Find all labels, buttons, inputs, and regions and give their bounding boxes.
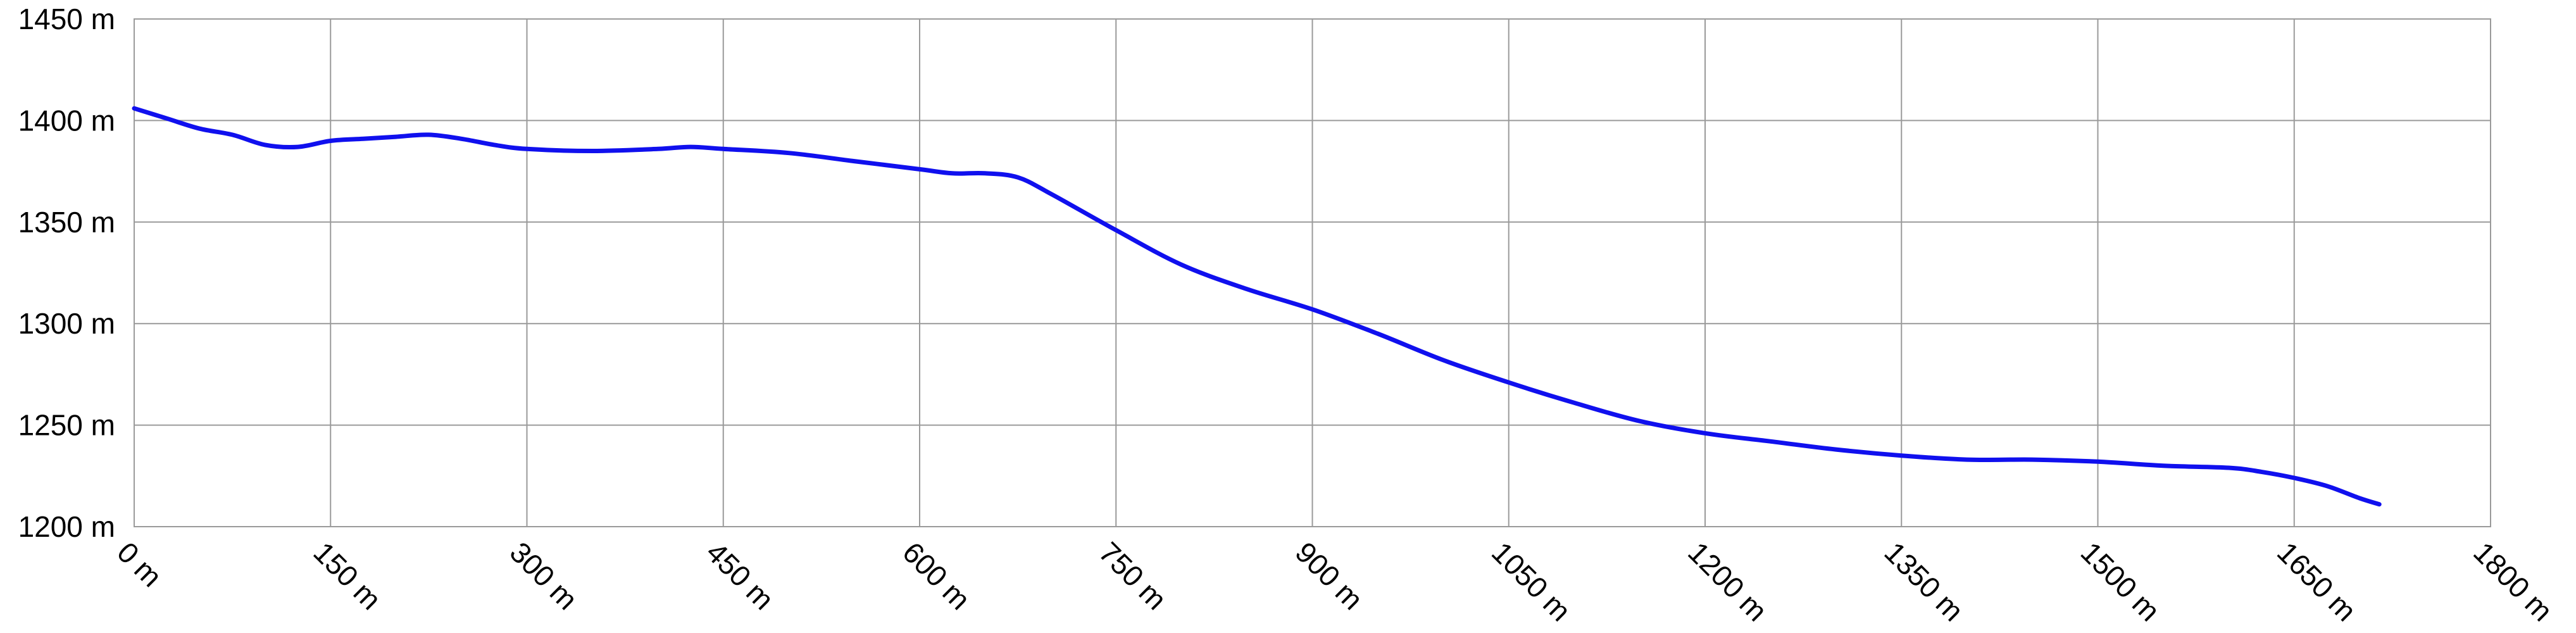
- x-tick-label: 1650 m: [2271, 536, 2363, 627]
- y-tick-label: 1300 m: [18, 307, 115, 340]
- y-tick-label: 1450 m: [18, 3, 115, 35]
- x-tick-label: 450 m: [700, 536, 780, 616]
- x-tick-label: 0 m: [111, 536, 168, 593]
- series-area: [132, 106, 2382, 507]
- x-tick-label: 750 m: [1092, 536, 1173, 616]
- y-tick-label: 1250 m: [18, 409, 115, 442]
- x-tick-label: 900 m: [1289, 536, 1370, 616]
- x-tick-label: 1800 m: [2467, 536, 2559, 627]
- x-tick-label: 1500 m: [2075, 536, 2166, 627]
- elevation-line: [132, 106, 2382, 507]
- plot-frame: [134, 18, 2491, 527]
- x-tick-label: 1350 m: [1878, 536, 1970, 627]
- y-tick-label: 1350 m: [18, 206, 115, 239]
- y-tick-label: 1400 m: [18, 104, 115, 137]
- x-tick-label: 1050 m: [1485, 536, 1577, 627]
- x-tick-label: 150 m: [307, 536, 387, 616]
- x-tick-label: 1200 m: [1682, 536, 1773, 627]
- x-tick-label: 600 m: [896, 536, 977, 616]
- x-tick-label: 300 m: [504, 536, 584, 616]
- grid: [134, 18, 2491, 527]
- axes: 0 m 150 m 300 m 450 m 600 m 750 m 900 m 1050 m 1…: [18, 3, 2560, 627]
- y-tick-label: 1200 m: [18, 510, 115, 543]
